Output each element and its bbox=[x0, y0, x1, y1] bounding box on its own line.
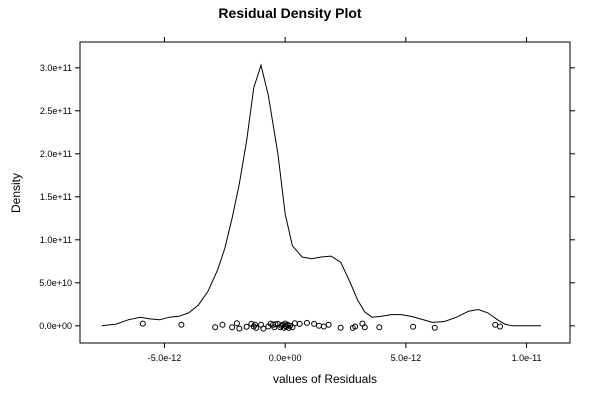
residual-point bbox=[271, 324, 278, 331]
residual-point bbox=[337, 324, 344, 331]
residual-point bbox=[361, 324, 368, 331]
residual-point bbox=[376, 324, 383, 331]
x-tick-label: 0.0e+00 bbox=[269, 353, 302, 363]
residual-point bbox=[229, 324, 236, 331]
residual-point bbox=[492, 321, 499, 328]
x-tick-label: -5.0e-12 bbox=[148, 353, 182, 363]
x-axis-ticks: -5.0e-12 0.0e+00 5.0e-12 1.0e-11 bbox=[148, 37, 542, 363]
residual-point bbox=[219, 321, 226, 328]
residual-point bbox=[260, 325, 267, 332]
residual-point bbox=[212, 324, 219, 331]
residual-point bbox=[236, 325, 243, 332]
residual-point bbox=[243, 323, 250, 330]
x-tick-label: 5.0e-12 bbox=[391, 353, 422, 363]
residual-point bbox=[233, 320, 240, 327]
residual-point bbox=[296, 320, 303, 327]
residual-point bbox=[410, 323, 417, 330]
residual-point bbox=[252, 321, 258, 328]
y-tick-label: 0.0e+00 bbox=[39, 321, 72, 331]
residual-point bbox=[291, 320, 298, 327]
y-tick-label: 1.5e+11 bbox=[40, 192, 72, 202]
y-tick-label: 1.0e+11 bbox=[40, 235, 72, 245]
residual-points bbox=[139, 319, 503, 332]
y-tick-label: 3.0e+11 bbox=[40, 63, 72, 73]
residual-point bbox=[352, 323, 359, 330]
residual-point bbox=[272, 321, 279, 328]
density-series bbox=[101, 63, 541, 327]
residual-point bbox=[139, 320, 146, 327]
y-tick-label: 2.0e+11 bbox=[40, 149, 72, 159]
residual-point bbox=[303, 319, 310, 326]
chart-title: Residual Density Plot bbox=[218, 5, 361, 21]
residual-point bbox=[320, 323, 327, 330]
residual-point bbox=[253, 324, 260, 331]
y-axis-ticks: 0.0e+00 5.0e+10 1.0e+11 1.5e+11 2.0e+11 2.5e+… bbox=[39, 63, 575, 331]
density-curve bbox=[101, 63, 541, 327]
residual-point bbox=[497, 323, 503, 330]
residual-point bbox=[325, 321, 332, 328]
x-tick-label: 1.0e-11 bbox=[512, 353, 542, 363]
y-tick-label: 5.0e+10 bbox=[39, 278, 72, 288]
y-axis-label: Density bbox=[9, 173, 23, 213]
x-axis-label: values of Residuals bbox=[273, 372, 377, 386]
y-tick-label: 2.5e+11 bbox=[40, 106, 72, 116]
plot-frame bbox=[79, 41, 571, 344]
residual-point bbox=[316, 322, 322, 329]
residual-point bbox=[178, 321, 185, 328]
residual-point bbox=[311, 320, 318, 327]
residual-point bbox=[431, 324, 438, 331]
